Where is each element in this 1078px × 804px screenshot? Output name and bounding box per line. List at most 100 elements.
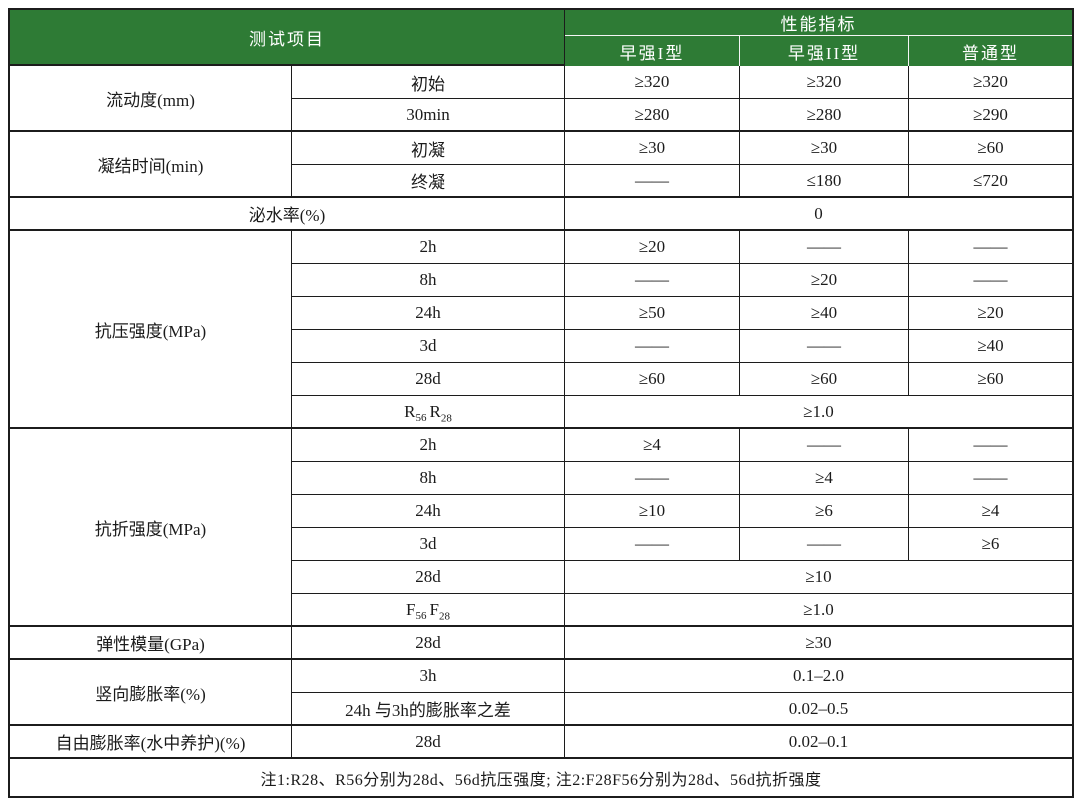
table-row: 自由膨胀率(水中养护)(%) 28d 0.02–0.1	[10, 726, 1072, 759]
table-row: 30min ≥280 ≥280 ≥290	[10, 99, 1072, 132]
value-cell: ≤720	[909, 165, 1072, 198]
value-cell: ≥20	[565, 231, 740, 264]
header-row-1: 测试项目 性能指标	[10, 10, 1072, 66]
sub-item-cell: 24h	[292, 495, 565, 528]
sub-item-cell: 28d	[292, 363, 565, 396]
table-row: 抗折强度(MPa) 2h ≥4 —— ——	[10, 429, 1072, 627]
sub-item-cell: 24h	[292, 297, 565, 330]
value-cell: ≥60	[909, 132, 1072, 165]
header-type-3: 普通型	[909, 36, 1072, 66]
category-cell: 抗压强度(MPa)	[10, 231, 292, 429]
sub-item-cell: 初凝	[292, 132, 565, 165]
value-cell: ≥6	[740, 495, 909, 528]
ratio-subscript: 28	[440, 411, 452, 424]
value-cell: 0.1–2.0	[565, 660, 1072, 693]
category-cell: 自由膨胀率(水中养护)(%)	[10, 726, 292, 759]
note-row: 注1:R28、R56分别为28d、56d抗压强度; 注2:F28F56分别为28…	[10, 759, 1072, 796]
table-row: 凝结时间(min) 初凝 ≥30 ≥30 ≥60	[10, 132, 1072, 198]
category-cell: 凝结时间(min)	[10, 132, 292, 198]
ratio-symbol: F	[429, 599, 439, 619]
category-cell: 竖向膨胀率(%)	[10, 660, 292, 726]
sub-item-cell: 2h	[292, 429, 565, 462]
value-cell: ——	[909, 231, 1072, 264]
value-cell: ——	[909, 264, 1072, 297]
ratio-symbol: F	[406, 599, 416, 619]
table-row: 28d ≥60 ≥60 ≥60	[10, 363, 1072, 396]
category-cell: 泌水率(%)	[10, 198, 565, 231]
value-cell: ≥6	[909, 528, 1072, 561]
value-cell: ≥1.0	[565, 396, 1072, 429]
ratio-subscript: 56	[415, 411, 427, 424]
table-row: 3d —— —— ≥6	[10, 528, 1072, 561]
sub-item-cell: 3d	[292, 330, 565, 363]
value-cell: ≥280	[740, 99, 909, 132]
sub-item-cell: R56 R28	[292, 396, 565, 429]
value-cell: ≥10	[565, 561, 1072, 594]
sub-item-cell: 24h 与3h的膨胀率之差	[292, 693, 565, 726]
table-row: 8h —— ≥4 ——	[10, 462, 1072, 495]
value-cell: ——	[909, 462, 1072, 495]
value-cell: ≥290	[909, 99, 1072, 132]
value-cell: ≥280	[565, 99, 740, 132]
sub-item-cell: 28d	[292, 561, 565, 594]
table-row: 24h ≥50 ≥40 ≥20	[10, 297, 1072, 330]
sub-item-cell: 2h	[292, 231, 565, 264]
value-cell: ——	[740, 330, 909, 363]
value-cell: ≥4	[565, 429, 740, 462]
value-cell: ≥60	[740, 363, 909, 396]
table-row: 流动度(mm) 初始 ≥320 ≥320 ≥320	[10, 66, 1072, 132]
ratio-symbol: R	[429, 401, 441, 421]
header-row-2: 早强I型 早强II型 普通型	[10, 36, 1072, 66]
spec-table: 测试项目 性能指标 早强I型 早强II型 普通型 流动度(mm) 初始 ≥320…	[8, 8, 1074, 798]
table-row: 24h ≥10 ≥6 ≥4	[10, 495, 1072, 528]
table-row: F56 F28 ≥1.0	[10, 594, 1072, 627]
header-test-item: 测试项目	[10, 10, 565, 66]
value-cell: ——	[565, 330, 740, 363]
value-cell: ≥4	[909, 495, 1072, 528]
value-cell: ≥20	[740, 264, 909, 297]
sub-item-cell: 初始	[292, 66, 565, 99]
value-cell: ——	[740, 231, 909, 264]
ratio-subscript: 28	[438, 609, 450, 622]
value-cell: ——	[565, 462, 740, 495]
sub-item-cell: 3h	[292, 660, 565, 693]
value-cell: 0.02–0.1	[565, 726, 1072, 759]
sub-item-cell: 8h	[292, 264, 565, 297]
table-row: R56 R28 ≥1.0	[10, 396, 1072, 429]
table-row: 8h —— ≥20 ——	[10, 264, 1072, 297]
value-cell: ≤180	[740, 165, 909, 198]
sub-item-cell: 终凝	[292, 165, 565, 198]
value-cell: ——	[740, 429, 909, 462]
value-cell: ≥320	[909, 66, 1072, 99]
table-row: 抗压强度(MPa) 2h ≥20 —— ——	[10, 231, 1072, 429]
value-cell: ≥50	[565, 297, 740, 330]
value-cell: ——	[909, 429, 1072, 462]
value-cell: ≥30	[740, 132, 909, 165]
category-cell: 抗折强度(MPa)	[10, 429, 292, 627]
ratio-subscript: 56	[415, 609, 427, 622]
value-cell: ≥40	[909, 330, 1072, 363]
table-row: 泌水率(%) 0	[10, 198, 1072, 231]
table-row: 3d —— —— ≥40	[10, 330, 1072, 363]
value-cell: ≥30	[565, 627, 1072, 660]
value-cell: ≥1.0	[565, 594, 1072, 627]
value-cell: ≥320	[740, 66, 909, 99]
table-row: 24h 与3h的膨胀率之差 0.02–0.5	[10, 693, 1072, 726]
value-cell: 0	[565, 198, 1072, 231]
value-cell: ——	[565, 264, 740, 297]
sub-item-cell: 28d	[292, 627, 565, 660]
header-type-2: 早强II型	[740, 36, 909, 66]
category-cell: 弹性模量(GPa)	[10, 627, 292, 660]
table-row: 弹性模量(GPa) 28d ≥30	[10, 627, 1072, 660]
ratio-symbol: R	[404, 401, 416, 421]
value-cell: ——	[565, 165, 740, 198]
footnote: 注1:R28、R56分别为28d、56d抗压强度; 注2:F28F56分别为28…	[260, 771, 822, 789]
value-cell: ——	[740, 528, 909, 561]
table-row: 终凝 —— ≤180 ≤720	[10, 165, 1072, 198]
value-cell: ≥20	[909, 297, 1072, 330]
category-cell: 流动度(mm)	[10, 66, 292, 132]
value-cell: ≥320	[565, 66, 740, 99]
sub-item-cell: 3d	[292, 528, 565, 561]
value-cell: ≥40	[740, 297, 909, 330]
